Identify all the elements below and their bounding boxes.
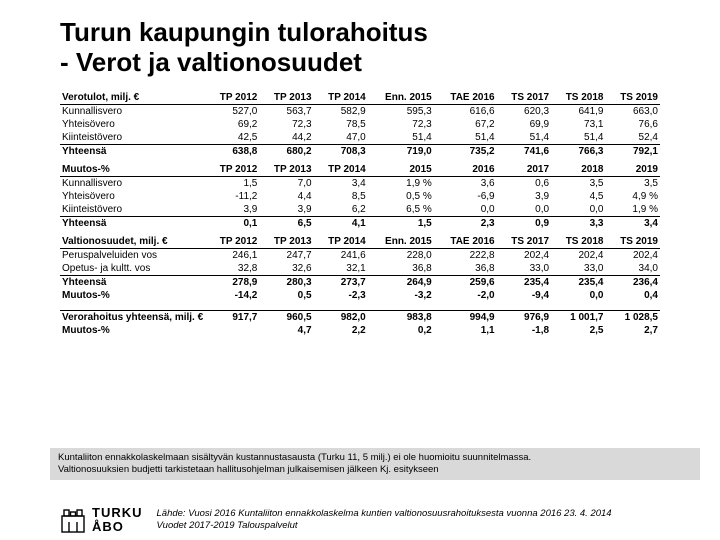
castle-icon	[60, 506, 86, 534]
note-line: Kuntaliiton ennakkolaskelmaan sisältyvän…	[58, 452, 692, 464]
table-row: Muutos-%-14,20,5-2,3-3,2-2,0-9,40,00,4	[60, 289, 660, 302]
logo-text-bottom: ÅBO	[92, 520, 143, 534]
table-row-grandtotal: Verorahoitus yhteensä, milj. €917,7960,5…	[60, 310, 660, 324]
table-row: Peruspalveluiden vos246,1247,7241,6228,0…	[60, 248, 660, 262]
table-row-total: Yhteensä638,8680,2708,3719,0735,2741,676…	[60, 144, 660, 158]
table-header-row: Valtionosuudet, milj. € TP 2012TP 2013TP…	[60, 230, 660, 249]
source-line: Vuodet 2017-2019 Talouspalvelut	[157, 520, 612, 532]
table-row: Opetus- ja kultt. vos32,832,632,136,836,…	[60, 262, 660, 276]
note-box: Kuntaliiton ennakkolaskelmaan sisältyvän…	[50, 448, 700, 480]
table-row: Kunnallisvero1,57,03,41,9 %3,60,63,53,5	[60, 176, 660, 190]
title-line-1: Turun kaupungin tulorahoitus	[60, 17, 428, 47]
footer: TURKU ÅBO Lähde: Vuosi 2016 Kuntaliiton …	[60, 506, 612, 534]
table-row: Kiinteistövero3,93,96,26,5 %0,00,00,01,9…	[60, 203, 660, 217]
table-row: Kiinteistövero42,544,247,051,451,451,451…	[60, 131, 660, 145]
col-h: TAE 2016	[434, 86, 497, 105]
finance-table: Verotulot, milj. € TP 2012 TP 2013 TP 20…	[60, 86, 660, 337]
slide-title: Turun kaupungin tulorahoitus - Verot ja …	[60, 18, 670, 78]
table-header-row: Muutos-% TP 2012TP 2013TP 2014 201520162…	[60, 158, 660, 177]
table-header-row: Verotulot, milj. € TP 2012 TP 2013 TP 20…	[60, 86, 660, 105]
col-label: Verotulot, milj. €	[60, 86, 205, 105]
turku-logo: TURKU ÅBO	[60, 506, 143, 534]
col-h: TP 2014	[314, 86, 368, 105]
table-row-total: Yhteensä0,16,54,11,52,30,93,33,4	[60, 216, 660, 230]
col-h: TP 2013	[259, 86, 313, 105]
col-h: Enn. 2015	[368, 86, 434, 105]
col-h: TS 2017	[497, 86, 551, 105]
source-text: Lähde: Vuosi 2016 Kuntaliiton ennakkolas…	[157, 508, 612, 532]
table-row: Yhteisövero-11,24,48,50,5 %-6,93,94,54,9…	[60, 190, 660, 203]
table-row: Yhteisövero69,272,378,572,367,269,973,17…	[60, 118, 660, 131]
col-h: TS 2019	[606, 86, 661, 105]
col-h: TP 2012	[205, 86, 259, 105]
table-row: Muutos-%4,72,20,21,1-1,82,52,7	[60, 324, 660, 337]
title-line-2: - Verot ja valtionosuudet	[60, 47, 362, 77]
logo-text-top: TURKU	[92, 506, 143, 520]
note-line: Valtionosuuksien budjetti tarkistetaan h…	[58, 464, 692, 476]
table-row: Kunnallisvero527,0563,7582,9595,3616,662…	[60, 104, 660, 118]
source-line: Lähde: Vuosi 2016 Kuntaliiton ennakkolas…	[157, 508, 612, 520]
table-row-total: Yhteensä278,9280,3273,7264,9259,6235,423…	[60, 275, 660, 289]
col-h: TS 2018	[551, 86, 605, 105]
